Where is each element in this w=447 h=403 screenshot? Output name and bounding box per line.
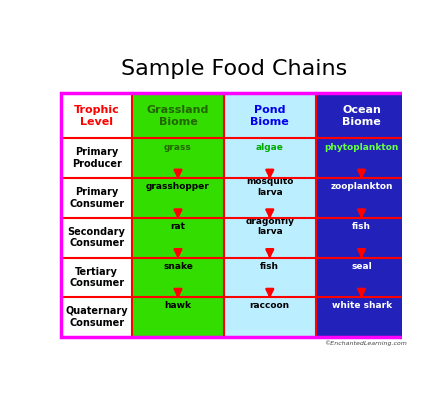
Text: snake: snake [163,262,193,271]
Text: Sample Food Chains: Sample Food Chains [121,58,347,79]
Bar [61,138,132,178]
Bar [132,258,224,297]
Bar [224,218,316,258]
Bar [132,93,224,138]
Bar [316,93,408,138]
Bar [61,258,132,297]
Bar [224,178,316,218]
Text: Pond
Biome: Pond Biome [250,105,289,127]
Bar [316,297,408,337]
Text: zooplankton: zooplankton [330,182,393,191]
Bar [316,138,408,178]
Bar [61,93,408,337]
Text: Primary
Producer: Primary Producer [72,147,122,169]
Bar [132,297,224,337]
Text: algae: algae [256,143,284,152]
Bar [316,178,408,218]
Bar [132,138,224,178]
Bar [316,218,408,258]
Bar [61,218,132,258]
Text: rat: rat [170,222,186,231]
Text: dragonfly
larva: dragonfly larva [245,217,294,236]
Bar [132,218,224,258]
Bar [61,297,132,337]
Text: Primary
Consumer: Primary Consumer [69,187,124,209]
Text: seal: seal [351,262,372,271]
Text: fish: fish [352,222,371,231]
Text: white shark: white shark [332,301,392,310]
Text: Ocean
Biome: Ocean Biome [342,105,381,127]
Text: Trophic
Level: Trophic Level [74,105,119,127]
Text: hawk: hawk [164,301,191,310]
Bar [224,258,316,297]
Text: Secondary
Consumer: Secondary Consumer [67,227,126,248]
Bar [224,138,316,178]
Text: Quaternary
Consumer: Quaternary Consumer [65,306,128,328]
Bar [224,297,316,337]
Bar [61,178,132,218]
Text: phytoplankton: phytoplankton [325,143,399,152]
Text: fish: fish [260,262,279,271]
Bar [61,93,132,138]
Text: grasshopper: grasshopper [146,182,210,191]
Text: grass: grass [164,143,192,152]
Text: raccoon: raccoon [250,301,290,310]
Text: Grassland
Biome: Grassland Biome [147,105,209,127]
Bar [132,178,224,218]
Bar [224,93,316,138]
Text: Tertiary
Consumer: Tertiary Consumer [69,266,124,288]
Text: mosquito
larva: mosquito larva [246,177,294,197]
Text: ©EnchantedLearning.com: ©EnchantedLearning.com [325,341,408,346]
Bar [316,258,408,297]
